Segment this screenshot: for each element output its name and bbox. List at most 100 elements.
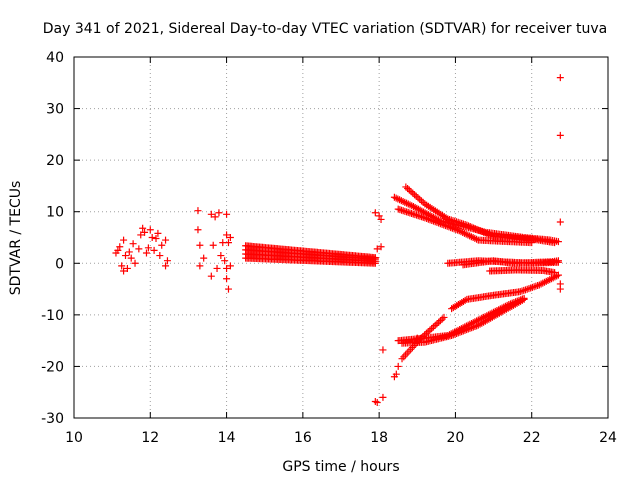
data-point xyxy=(224,239,232,247)
data-point xyxy=(463,326,471,334)
data-point xyxy=(114,246,122,254)
data-point xyxy=(414,194,422,202)
data-point xyxy=(221,257,229,265)
data-point xyxy=(146,226,154,234)
data-point xyxy=(554,257,562,265)
data-point xyxy=(377,243,385,251)
data-point xyxy=(163,257,171,265)
data-point xyxy=(152,235,160,243)
x-axis-label: GPS time / hours xyxy=(282,459,399,475)
data-point xyxy=(466,324,474,332)
data-point xyxy=(468,324,476,332)
data-point xyxy=(554,271,562,279)
data-point xyxy=(120,267,128,275)
data-point xyxy=(141,228,149,236)
data-point xyxy=(125,248,133,256)
data-point xyxy=(207,210,215,218)
data-point xyxy=(553,272,561,280)
y-tick-label: 10 xyxy=(46,205,64,221)
data-point xyxy=(447,224,455,232)
x-tick-label: 14 xyxy=(218,430,236,446)
data-point xyxy=(371,209,379,217)
data-point xyxy=(556,131,564,139)
data-point xyxy=(394,362,402,370)
y-axis-label: SDTVAR / TECUs xyxy=(8,181,24,296)
data-point xyxy=(528,283,536,291)
x-tick-label: 24 xyxy=(599,430,617,446)
y-tick-label: -20 xyxy=(41,359,64,375)
data-point xyxy=(527,284,535,292)
y-tick-label: 30 xyxy=(46,102,64,118)
data-point xyxy=(435,219,443,227)
data-point xyxy=(394,195,402,203)
data-point xyxy=(556,74,564,82)
data-point xyxy=(433,320,441,328)
data-point xyxy=(448,224,456,232)
data-point xyxy=(139,224,147,232)
x-tick-label: 16 xyxy=(294,430,312,446)
data-point xyxy=(217,252,225,260)
data-points xyxy=(112,74,564,407)
data-point xyxy=(407,188,415,196)
data-point xyxy=(436,317,444,325)
data-point xyxy=(473,322,481,330)
data-point xyxy=(464,325,472,333)
data-point xyxy=(428,325,436,333)
data-point xyxy=(207,272,215,280)
data-point xyxy=(223,275,231,283)
data-point xyxy=(411,191,419,199)
data-point xyxy=(413,334,421,342)
data-point xyxy=(417,197,425,205)
data-point xyxy=(424,215,432,223)
data-point xyxy=(456,328,464,336)
data-point xyxy=(148,234,156,241)
x-tick-label: 10 xyxy=(65,430,83,446)
data-point xyxy=(392,370,400,378)
data-point xyxy=(518,287,526,295)
data-point xyxy=(450,225,458,233)
data-point xyxy=(127,254,135,262)
data-point xyxy=(162,262,170,270)
data-point xyxy=(429,217,437,225)
data-point xyxy=(116,243,124,251)
data-point xyxy=(426,326,434,334)
data-point xyxy=(154,229,162,237)
data-point xyxy=(469,323,477,331)
data-point xyxy=(454,329,462,337)
data-point xyxy=(118,262,126,270)
data-point xyxy=(156,252,164,260)
data-point xyxy=(423,215,431,223)
data-point xyxy=(123,264,131,272)
data-point xyxy=(402,183,410,191)
data-point xyxy=(523,285,531,293)
plot-frame xyxy=(73,56,609,419)
data-point xyxy=(409,189,417,197)
data-point xyxy=(412,192,420,200)
data-point xyxy=(435,318,443,326)
data-point xyxy=(471,322,479,330)
data-point xyxy=(150,246,158,254)
data-point xyxy=(438,220,446,228)
data-point xyxy=(379,393,387,401)
data-point xyxy=(436,220,444,228)
data-point xyxy=(429,323,437,331)
data-point xyxy=(442,222,450,230)
data-point xyxy=(440,313,448,321)
data-point xyxy=(520,286,528,294)
data-point xyxy=(458,328,466,336)
data-point xyxy=(556,285,564,293)
y-tick-label: 20 xyxy=(46,153,64,169)
data-point xyxy=(120,236,128,244)
data-point xyxy=(426,216,434,224)
data-point xyxy=(454,226,462,234)
data-point xyxy=(223,231,231,239)
data-point xyxy=(452,226,460,234)
data-point xyxy=(121,252,129,260)
x-tick-label: 20 xyxy=(447,430,465,446)
y-tick-label: 0 xyxy=(55,256,64,272)
data-point xyxy=(440,221,448,229)
data-point xyxy=(131,259,139,267)
data-point xyxy=(223,264,231,272)
x-tick-label: 12 xyxy=(141,430,159,446)
data-point xyxy=(377,215,385,223)
